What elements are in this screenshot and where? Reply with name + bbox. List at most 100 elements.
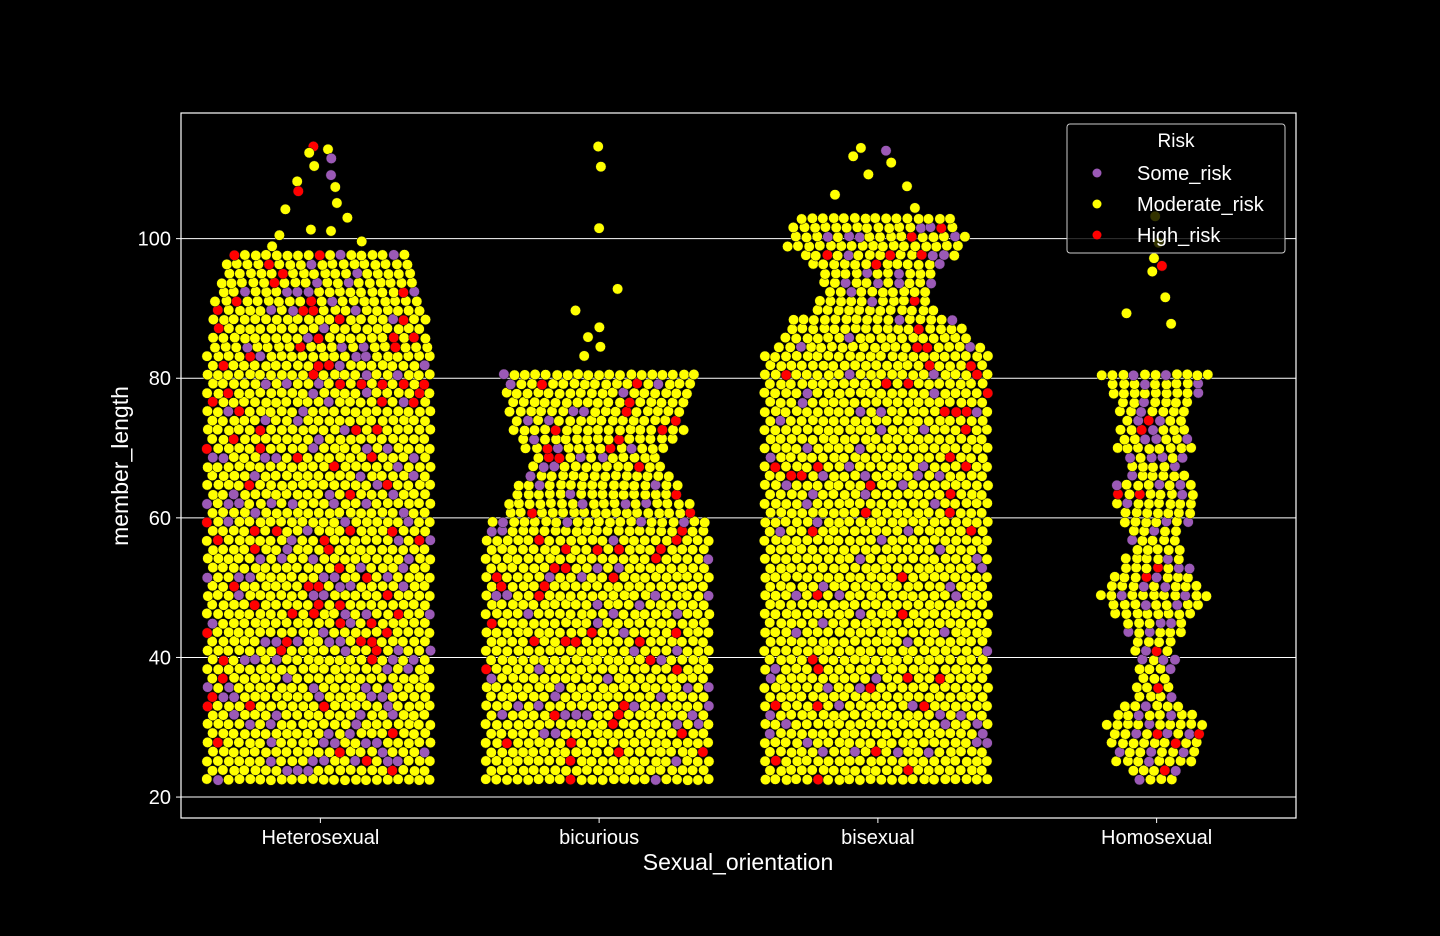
data-point [918, 388, 930, 400]
data-point [345, 434, 357, 446]
data-point [765, 452, 777, 464]
data-point [902, 728, 914, 740]
data-point [769, 387, 781, 399]
data-point [481, 535, 493, 547]
data-point [323, 636, 335, 648]
data-point [549, 598, 561, 610]
data-point [913, 617, 925, 629]
data-point [505, 378, 517, 390]
data-point [201, 756, 213, 767]
data-point [871, 636, 882, 648]
data-point [882, 277, 894, 289]
data-point [774, 526, 786, 538]
data-point [664, 379, 676, 390]
data-point [977, 728, 989, 740]
data-point [233, 644, 245, 656]
data-point [623, 581, 635, 592]
data-point [398, 489, 410, 501]
data-point [413, 369, 425, 381]
data-point [671, 553, 683, 565]
data-point [533, 534, 545, 546]
data-point [345, 709, 357, 721]
data-point [249, 313, 261, 325]
data-point [802, 700, 814, 712]
data-point [228, 728, 239, 740]
data-point [376, 396, 388, 408]
data-point [223, 304, 235, 316]
data-point [255, 516, 267, 528]
data-point [244, 388, 255, 400]
data-point [207, 489, 219, 501]
data-point [829, 277, 841, 289]
data-point [511, 415, 523, 427]
data-point [1191, 369, 1203, 381]
data-point [971, 387, 983, 399]
data-point [424, 608, 436, 620]
data-point [982, 718, 993, 730]
data-point [814, 240, 826, 252]
data-point [538, 765, 550, 777]
data-point [607, 663, 619, 675]
data-point [621, 378, 633, 390]
data-point [939, 388, 951, 400]
data-point [565, 535, 577, 547]
data-point [843, 552, 855, 564]
data-point [671, 664, 683, 676]
data-point [286, 516, 298, 528]
data-point [360, 498, 372, 510]
data-point [1122, 710, 1134, 722]
data-point [806, 544, 818, 556]
data-point [697, 636, 709, 648]
data-point [634, 673, 646, 684]
data-point [1153, 443, 1165, 455]
data-point [1132, 756, 1144, 767]
data-point [681, 590, 693, 602]
data-point [907, 590, 919, 602]
data-point [1143, 443, 1155, 455]
data-point [371, 571, 383, 583]
data-point [897, 756, 909, 768]
data-point [402, 423, 414, 435]
data-point [976, 581, 988, 592]
data-point [976, 489, 988, 501]
data-point [238, 563, 250, 575]
data-point [703, 590, 714, 602]
data-point [393, 718, 405, 730]
data-point [759, 442, 771, 454]
data-point [602, 562, 614, 574]
data-point [630, 498, 642, 510]
data-point [908, 443, 919, 455]
data-point [575, 718, 587, 730]
data-point [345, 562, 356, 574]
data-point [550, 424, 562, 436]
data-point [1139, 369, 1151, 381]
data-point [618, 571, 630, 583]
data-point [217, 764, 229, 776]
data-point [965, 599, 977, 610]
data-point [796, 378, 808, 390]
data-point [339, 479, 351, 491]
data-point [692, 571, 704, 583]
data-point [918, 498, 930, 510]
data-point [213, 388, 224, 400]
data-point [880, 341, 892, 353]
data-point [254, 718, 266, 730]
data-point [286, 387, 298, 399]
data-point [313, 654, 325, 666]
data-point [424, 681, 436, 693]
data-point [512, 774, 523, 785]
data-point [318, 553, 330, 565]
data-point [244, 406, 256, 418]
data-point [912, 710, 924, 722]
data-point [859, 452, 871, 464]
data-point [244, 305, 256, 317]
data-point [418, 709, 430, 721]
data-point [876, 700, 887, 712]
data-point [661, 535, 673, 547]
data-point [355, 746, 367, 758]
data-point [570, 709, 582, 721]
data-point [886, 627, 898, 639]
data-point [280, 396, 292, 408]
data-point [480, 590, 492, 601]
data-point [506, 544, 518, 556]
